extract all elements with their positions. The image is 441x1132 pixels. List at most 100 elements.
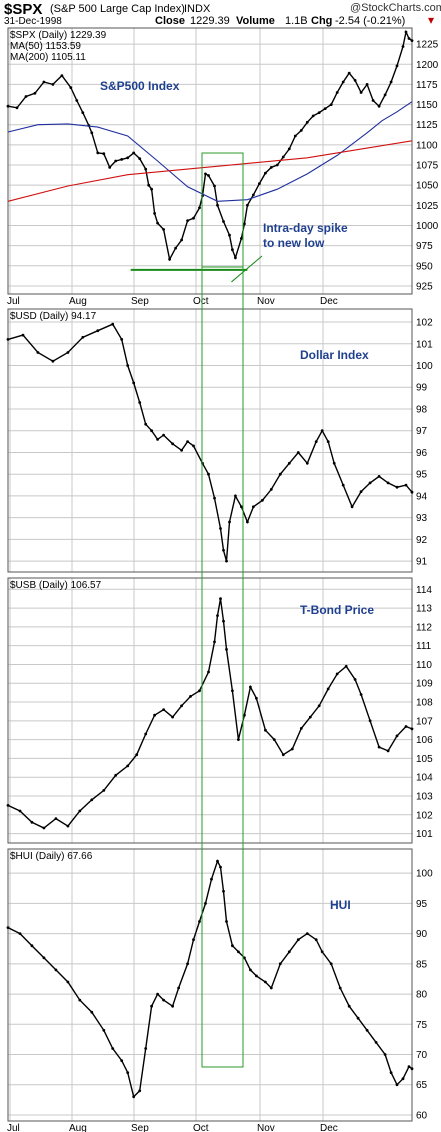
close-value: 1229.39 — [190, 15, 230, 27]
data-point — [120, 1059, 124, 1062]
data-point — [255, 696, 258, 700]
y-tick-label: 102 — [416, 318, 433, 329]
data-point — [213, 184, 216, 188]
data-point — [240, 505, 243, 509]
data-point — [281, 155, 285, 159]
data-point — [383, 93, 387, 97]
data-point — [305, 932, 309, 935]
data-point — [249, 968, 252, 972]
data-point — [18, 809, 22, 813]
data-point — [359, 693, 363, 696]
data-point — [350, 505, 354, 509]
data-point — [225, 559, 228, 563]
data-point — [90, 131, 94, 135]
panel-frame — [7, 27, 413, 295]
y-tick-label: 1000 — [416, 221, 439, 232]
y-tick-label: 99 — [416, 383, 428, 394]
data-point — [189, 695, 192, 698]
data-point — [6, 926, 10, 929]
y-tick-label: 1225 — [416, 40, 439, 51]
y-tick-label: 98 — [416, 404, 428, 415]
data-point — [281, 753, 285, 757]
x-tick-label: Jul — [7, 296, 20, 307]
data-point — [6, 104, 10, 108]
data-point — [60, 74, 64, 77]
panel-annotation: S&P500 Index — [100, 79, 180, 93]
data-point — [368, 481, 372, 485]
data-point — [383, 1053, 387, 1056]
data-point — [252, 193, 255, 197]
data-point — [314, 440, 318, 443]
data-point — [231, 248, 234, 252]
data-point — [308, 715, 312, 719]
data-point — [261, 498, 264, 502]
data-point — [90, 798, 94, 802]
x-tick-label: Nov — [257, 296, 275, 307]
data-point — [404, 30, 408, 34]
data-point — [410, 39, 414, 42]
y-tick-label: 60 — [416, 1110, 428, 1121]
data-point — [51, 359, 55, 363]
data-point — [272, 738, 276, 741]
data-point — [258, 182, 261, 186]
data-point — [153, 713, 157, 717]
data-point — [147, 183, 151, 187]
volume-value: 1.1B — [285, 15, 308, 27]
highlight-box-spx — [201, 152, 244, 268]
data-point — [69, 86, 73, 89]
panel-title: $USB (Daily) 106.57 — [10, 580, 102, 591]
data-point — [287, 461, 291, 465]
data-point — [111, 1047, 115, 1050]
data-point — [138, 401, 142, 404]
data-point — [359, 91, 363, 94]
y-tick-label: 104 — [416, 773, 433, 784]
data-point — [389, 80, 393, 84]
data-point — [344, 664, 348, 668]
y-tick-label: 1125 — [416, 120, 438, 131]
data-point — [204, 172, 207, 176]
y-tick-label: 1025 — [416, 201, 439, 212]
data-point — [15, 106, 19, 110]
data-point — [246, 203, 249, 207]
y-tick-label: 94 — [416, 491, 428, 502]
data-point — [305, 120, 309, 124]
panel-frame — [7, 848, 413, 1122]
y-tick-label: 95 — [416, 899, 428, 910]
data-point — [180, 238, 184, 242]
data-point — [192, 938, 195, 942]
data-point — [386, 749, 390, 753]
data-point — [353, 678, 357, 681]
data-point — [243, 956, 246, 960]
panel-frame — [7, 308, 413, 573]
y-tick-label: 114 — [416, 585, 432, 596]
y-tick-label: 65 — [416, 1080, 428, 1091]
data-point — [329, 962, 333, 966]
y-tick-label: 113 — [416, 604, 432, 615]
y-tick-label: 107 — [416, 716, 433, 727]
data-point — [347, 1004, 351, 1008]
data-point — [24, 95, 28, 98]
data-point — [21, 333, 25, 337]
data-point — [18, 932, 22, 935]
x-tick-label: Aug — [69, 296, 87, 307]
data-point — [150, 1004, 154, 1008]
data-point — [395, 1083, 399, 1087]
data-point — [255, 974, 258, 978]
data-point — [353, 79, 357, 82]
data-point — [162, 708, 166, 711]
series-line — [7, 101, 413, 202]
panel-annotation: HUI — [330, 898, 351, 912]
data-point — [323, 107, 327, 110]
data-point — [219, 527, 222, 530]
chart-header: $SPX (S&P 500 Large Cap Index) INDX @Sto… — [0, 0, 441, 28]
data-point — [365, 1028, 369, 1032]
data-point — [377, 104, 381, 108]
data-point — [126, 156, 130, 160]
data-point — [156, 221, 160, 225]
data-point — [243, 222, 246, 226]
data-point — [120, 338, 124, 341]
data-point — [347, 71, 351, 75]
chg-label: Chg — [311, 15, 333, 27]
y-tick-label: 100 — [416, 869, 433, 880]
